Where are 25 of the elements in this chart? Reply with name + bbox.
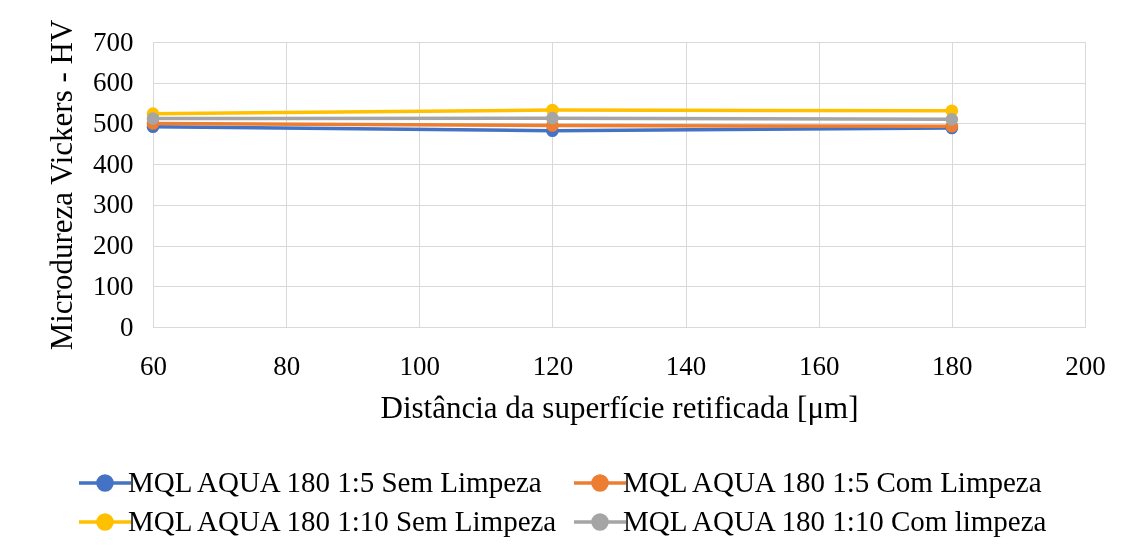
- y-tick-label: 200: [93, 230, 134, 261]
- point: [945, 113, 959, 126]
- x-tick-label: 160: [798, 350, 840, 381]
- legend-label: MQL AQUA 180 1:5 Sem Limpeza: [128, 466, 542, 498]
- y-axis-title: Microdureza Vickers - HV: [44, 19, 79, 351]
- x-tick-label: 180: [932, 350, 973, 381]
- x-tick-label: 140: [665, 350, 707, 381]
- x-tick-label: 80: [273, 350, 301, 381]
- x-tick-label: 200: [1065, 350, 1106, 381]
- y-tick-label: 100: [93, 270, 134, 301]
- legend-label: MQL AQUA 180 1:5 Com Limpeza: [623, 466, 1042, 498]
- x-tick-label: 120: [532, 350, 574, 381]
- y-tick-label: 500: [93, 107, 134, 138]
- x-axis-title: Distância da superfície retificada [μm]: [380, 389, 859, 425]
- y-tick-label: 0: [120, 311, 134, 342]
- point: [146, 112, 160, 125]
- y-tick-label: 400: [93, 148, 134, 179]
- x-tick-label: 100: [399, 350, 441, 381]
- y-tick-label: 600: [93, 67, 134, 98]
- point: [546, 111, 559, 125]
- x-tick-label: 60: [140, 350, 167, 381]
- y-tick-label: 700: [93, 26, 134, 57]
- legend-label: MQL AQUA 180 1:10 Com limpeza: [623, 505, 1047, 537]
- legend-label: MQL AQUA 180 1:10 Sem Limpeza: [128, 505, 557, 537]
- y-tick-label: 300: [93, 189, 134, 220]
